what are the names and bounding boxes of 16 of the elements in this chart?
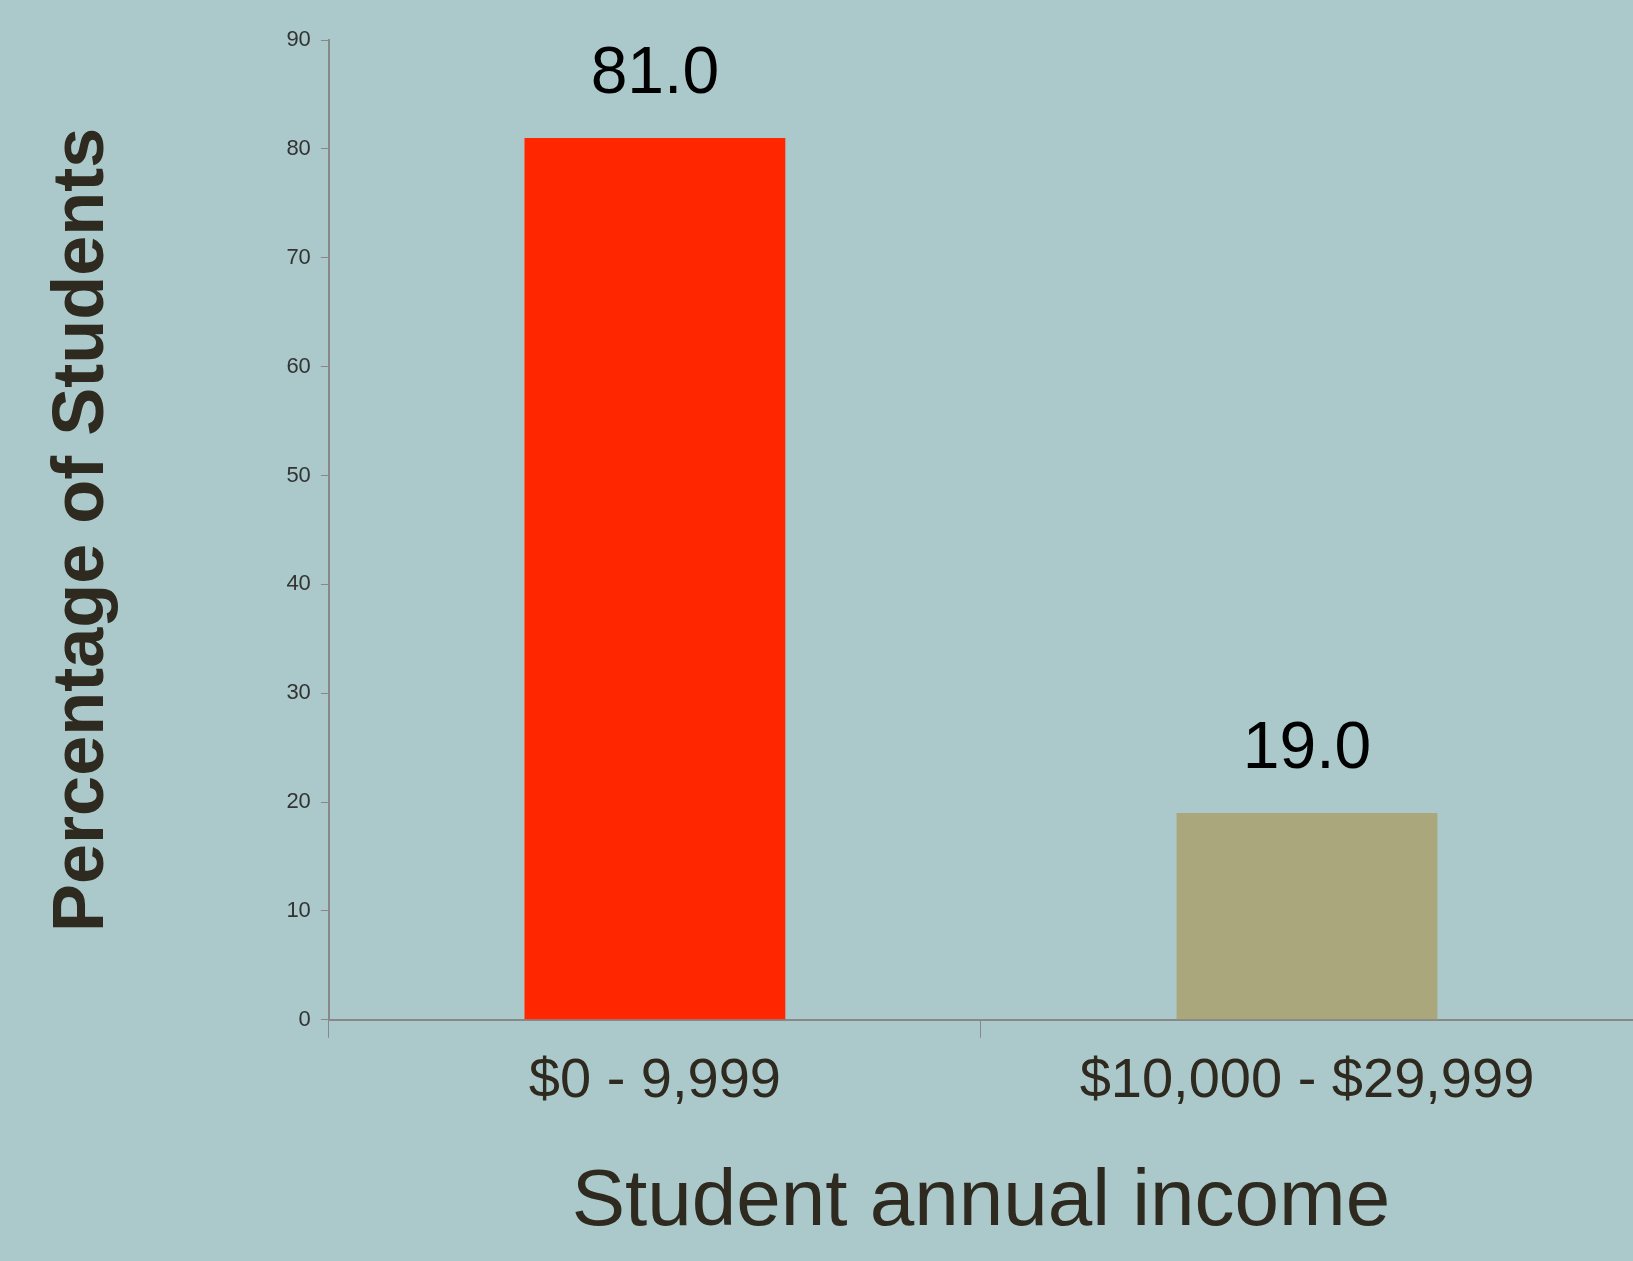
y-tick-label: 70 xyxy=(286,243,311,269)
data-label: 19.0 xyxy=(1242,708,1372,783)
data-label: 81.0 xyxy=(590,33,720,108)
y-axis-title: Percentage of Students xyxy=(38,127,119,932)
y-tick-label: 10 xyxy=(286,897,311,922)
y-tick-label: 40 xyxy=(286,570,311,596)
y-tick-label: 0 xyxy=(298,1005,311,1031)
y-tick-label: 90 xyxy=(286,26,311,52)
y-tick-label: 30 xyxy=(286,679,311,705)
x-tick-label: $10,000 - $29,999 xyxy=(1079,1045,1535,1109)
x-axis-title: Student annual income xyxy=(571,1153,1391,1243)
y-tick-label: 50 xyxy=(286,461,311,487)
x-tick-label: $0 - 9,999 xyxy=(528,1045,781,1109)
y-tick-label: 60 xyxy=(286,352,311,378)
y-tick-label: 80 xyxy=(286,134,311,160)
y-tick-label: 20 xyxy=(286,788,311,814)
